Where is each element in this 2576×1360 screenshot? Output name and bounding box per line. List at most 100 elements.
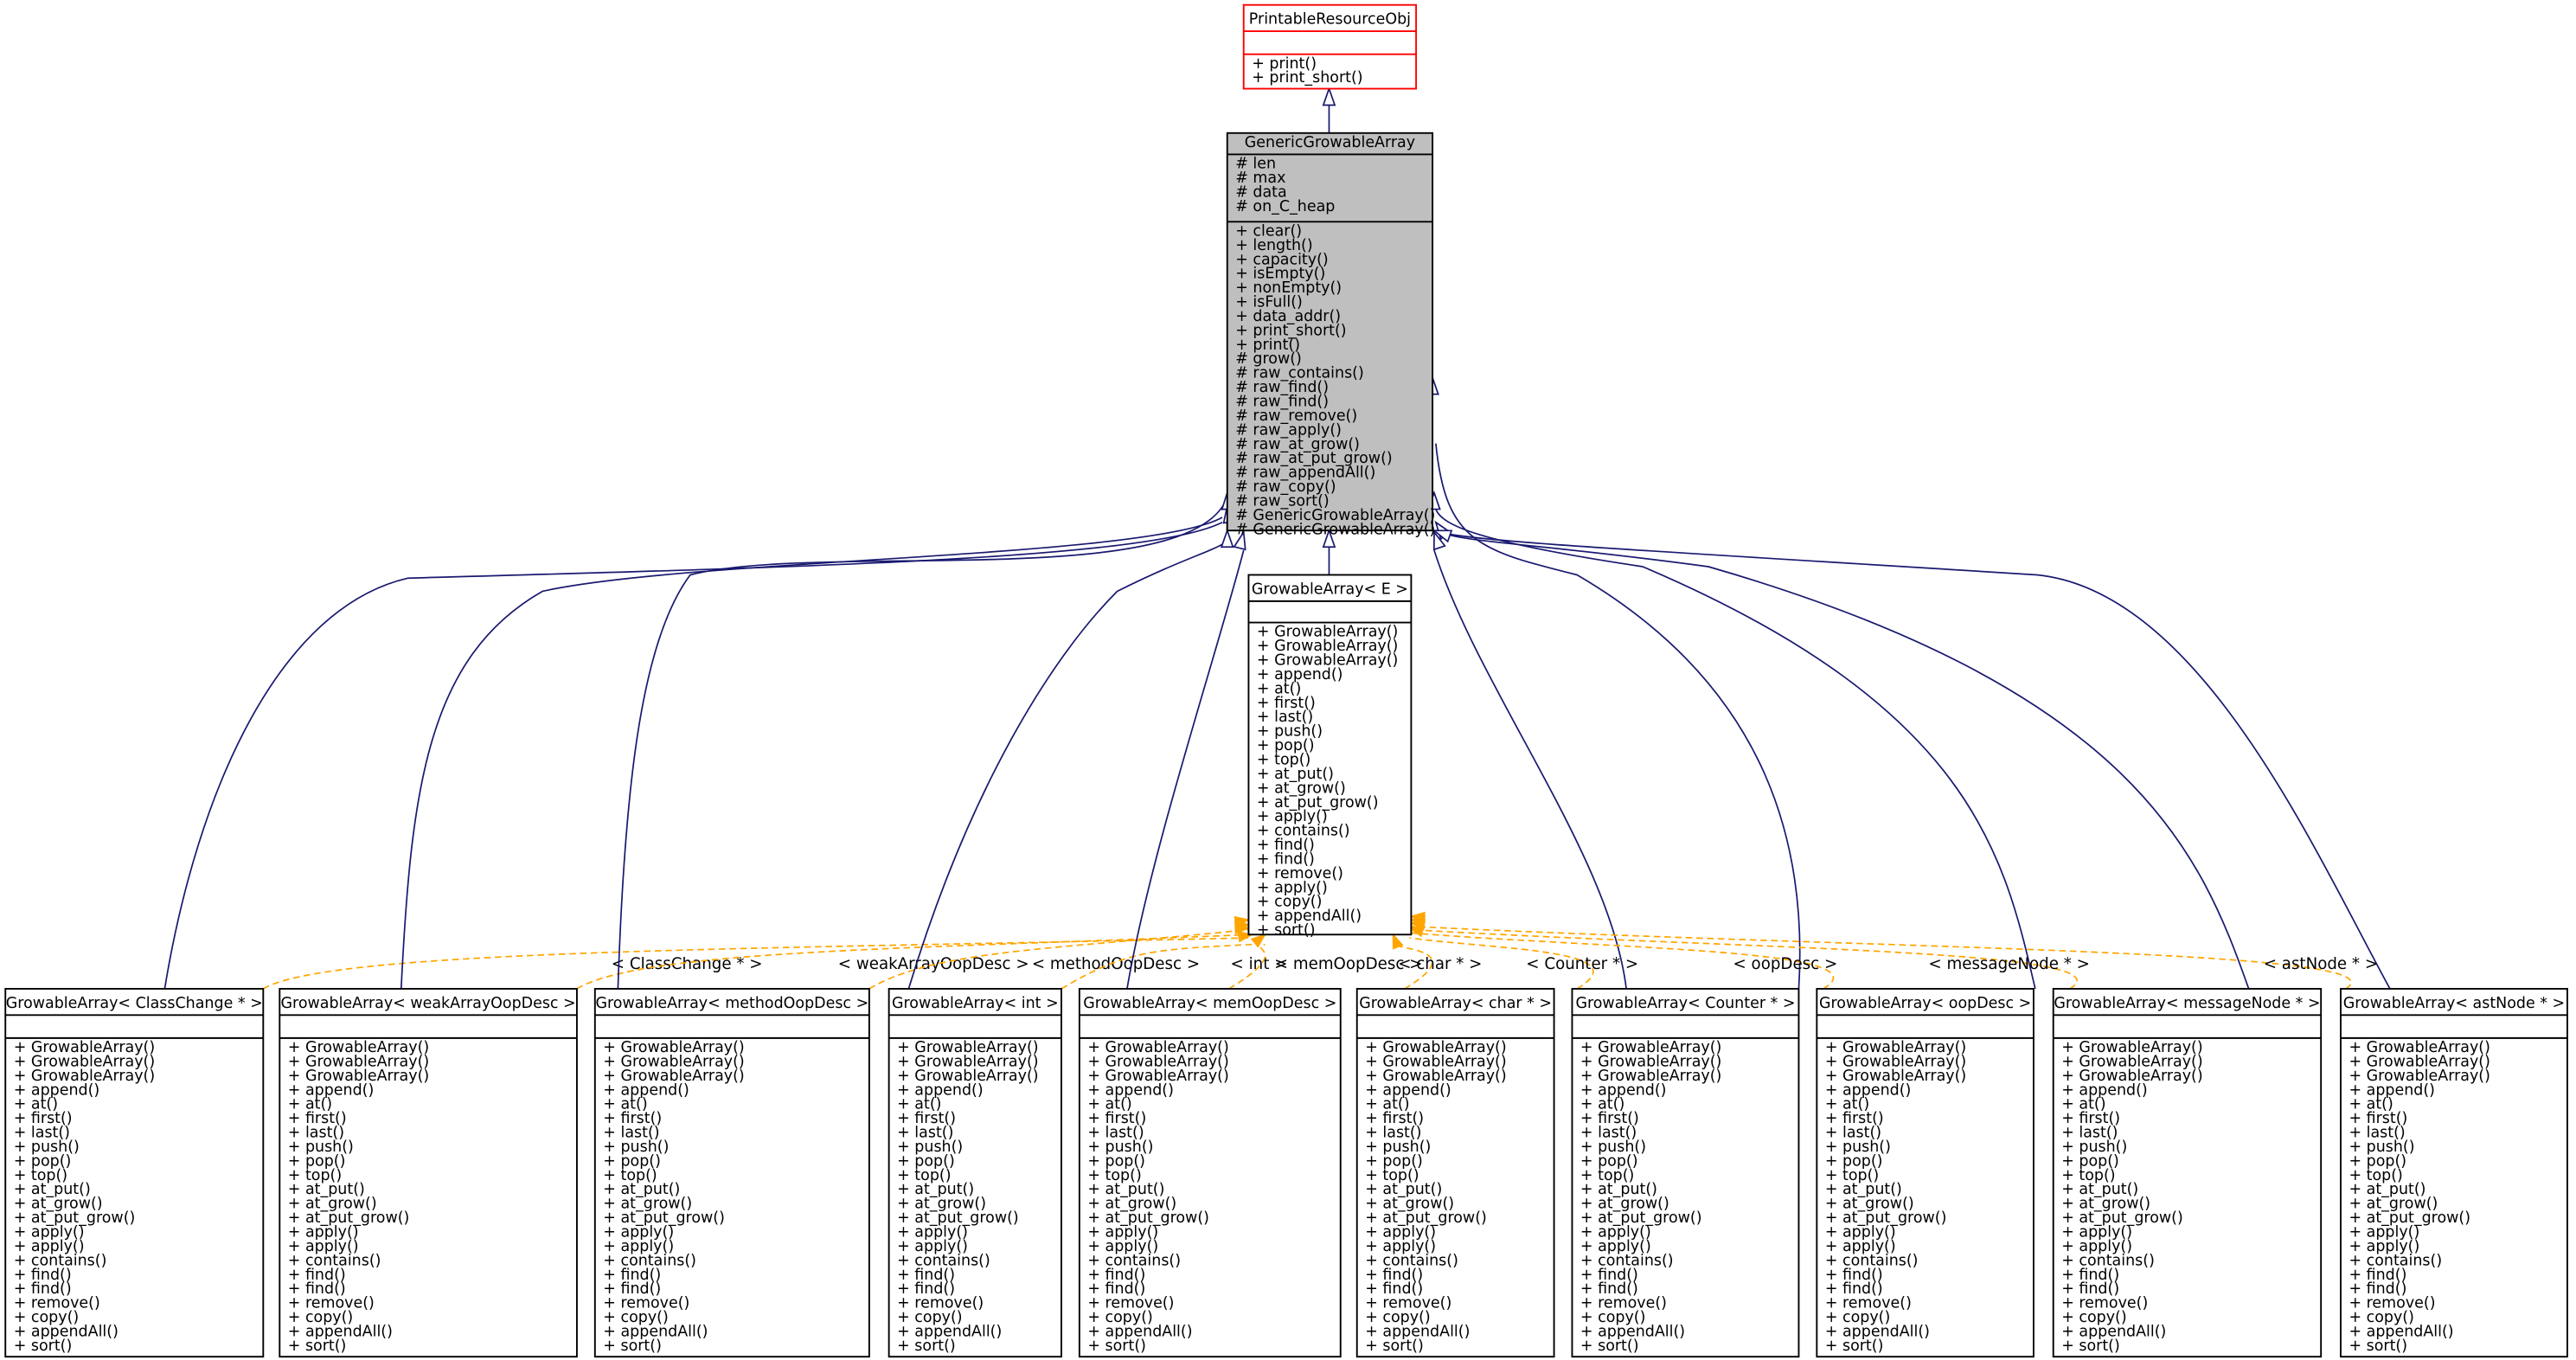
class-method: + GrowableArray() xyxy=(2061,1068,2202,1085)
class-growablearray-methodoopdesc[interactable]: GrowableArray< methodOopDesc > + Growable… xyxy=(593,987,870,1358)
class-method: + at_grow() xyxy=(2349,1196,2438,1213)
class-method: + append() xyxy=(1087,1081,1174,1099)
class-growablearray-counter[interactable]: GrowableArray< Counter * > + GrowableArra… xyxy=(1571,987,1800,1358)
class-method: + top() xyxy=(2349,1167,2402,1184)
template-arrowhead xyxy=(1392,933,1404,950)
template-binding-edge xyxy=(1411,928,2078,990)
class-method: + apply() xyxy=(1087,1224,1158,1241)
class-method: + last() xyxy=(1580,1125,1637,1142)
class-method: + find() xyxy=(2061,1280,2119,1298)
class-method: + first() xyxy=(2349,1110,2407,1127)
class-method: + find() xyxy=(288,1267,346,1284)
class-method: + first() xyxy=(1257,695,1316,712)
class-method: + remove() xyxy=(1087,1295,1174,1312)
class-method: + GrowableArray() xyxy=(1257,652,1398,670)
template-argument-label: < memOopDesc > xyxy=(1275,955,1423,973)
class-method: + at_grow() xyxy=(1087,1196,1176,1213)
class-method: + appendAll() xyxy=(1365,1323,1470,1340)
class-title: GrowableArray< oopDesc > xyxy=(1819,995,2031,1012)
class-method: + GrowableArray() xyxy=(603,1053,744,1070)
inheritance-edge xyxy=(907,541,1227,990)
class-method: + find() xyxy=(1087,1267,1145,1284)
class-method: + at_grow() xyxy=(897,1196,986,1213)
class-method: + pop() xyxy=(1257,737,1315,754)
class-method: + first() xyxy=(288,1110,347,1127)
class-title: GrowableArray< ClassChange * > xyxy=(6,995,263,1012)
class-method: + last() xyxy=(1825,1125,1881,1142)
class-title: GrowableArray< memOopDesc > xyxy=(1083,995,1336,1012)
class-method: + sort() xyxy=(2061,1338,2120,1355)
class-box-frame xyxy=(2340,987,2568,1358)
class-method: + remove() xyxy=(1257,865,1343,882)
class-method: + GrowableArray() xyxy=(14,1053,155,1070)
class-method: + at_put() xyxy=(2349,1181,2425,1198)
template-arrowhead xyxy=(1407,926,1425,938)
template-binding-edge xyxy=(1411,932,1835,990)
class-method: + first() xyxy=(2061,1110,2120,1127)
class-method: + sort() xyxy=(1257,922,1316,940)
class-method: + push() xyxy=(1087,1139,1153,1156)
class-method: + apply() xyxy=(1580,1238,1651,1255)
class-method: + remove() xyxy=(603,1295,689,1312)
class-method: + apply() xyxy=(14,1224,85,1241)
class-title: GrowableArray< methodOopDesc > xyxy=(595,995,868,1012)
class-box-frame xyxy=(888,987,1062,1358)
class-method: + clear() xyxy=(1235,222,1302,240)
class-method: + sort() xyxy=(1087,1338,1146,1355)
class-method: + pop() xyxy=(14,1152,72,1170)
inheritance-arrowhead xyxy=(1432,529,1446,551)
class-growablearray-int[interactable]: GrowableArray< int >+ GrowableArray()+ G… xyxy=(888,987,1062,1358)
class-growablearray-messagenode[interactable]: GrowableArray< messageNode * > + Growable… xyxy=(2052,987,2323,1358)
class-method: + apply() xyxy=(1365,1224,1436,1241)
class-growablearray-weakarrayoopdesc[interactable]: GrowableArray< weakArrayOopDesc > + Growa… xyxy=(279,987,578,1358)
class-method: + apply() xyxy=(1825,1238,1896,1255)
class-title: GrowableArray< astNode * > xyxy=(2343,995,2565,1012)
class-method: + sort() xyxy=(603,1338,662,1355)
class-method: + last() xyxy=(2349,1125,2405,1142)
class-method: + isEmpty() xyxy=(1235,266,1325,283)
class-attribute: # on_C_heap xyxy=(1235,198,1335,215)
class-method: + apply() xyxy=(2061,1238,2132,1255)
class-method: # raw_apply() xyxy=(1235,421,1342,439)
class-method: + last() xyxy=(14,1125,70,1142)
class-method: # raw_find() xyxy=(1235,379,1329,396)
class-growablearray-classchange[interactable]: GrowableArray< ClassChange * > + Growable… xyxy=(4,987,265,1358)
class-method: + find() xyxy=(1825,1280,1883,1298)
class-method: + copy() xyxy=(1825,1309,1890,1326)
inheritance-arrowhead xyxy=(1233,529,1246,551)
class-method: + GrowableArray() xyxy=(288,1068,429,1085)
class-growable-array-template[interactable]: GrowableArray< E >+ GrowableArray()+ Gro… xyxy=(1247,574,1413,940)
class-growablearray-char[interactable]: GrowableArray< char * > + GrowableArray()… xyxy=(1355,987,1555,1358)
class-method: + GrowableArray() xyxy=(2061,1039,2202,1056)
class-method: + copy() xyxy=(2349,1309,2413,1326)
class-title: GrowableArray< messageNode * > xyxy=(2054,995,2320,1012)
class-method: + sort() xyxy=(1580,1338,1639,1355)
class-method: + isFull() xyxy=(1235,294,1303,311)
class-method: # raw_find() xyxy=(1235,394,1329,411)
class-method: + at_put() xyxy=(603,1181,680,1198)
class-method: + pop() xyxy=(1087,1152,1145,1170)
class-method: # raw_appendAll() xyxy=(1235,465,1375,482)
class-method: + push() xyxy=(2061,1139,2127,1156)
class-method: + copy() xyxy=(288,1309,353,1326)
class-growablearray-astnode[interactable]: GrowableArray< astNode * > + GrowableArra… xyxy=(2340,987,2568,1358)
class-method: # raw_contains() xyxy=(1235,365,1364,382)
class-growablearray-oopdesc[interactable]: GrowableArray< oopDesc > + GrowableArray(… xyxy=(1816,987,2035,1358)
class-generic-growable-array[interactable]: GenericGrowableArray # len# max# data# on… xyxy=(1226,132,1436,539)
class-method: + appendAll() xyxy=(603,1323,708,1340)
class-method: + apply() xyxy=(288,1238,359,1255)
class-method: + at_put_grow() xyxy=(2061,1209,2183,1227)
class-method: + GrowableArray() xyxy=(1825,1068,1966,1085)
template-arrowhead xyxy=(1234,915,1251,928)
class-method: + at() xyxy=(603,1096,647,1113)
class-method: + GrowableArray() xyxy=(1365,1068,1506,1085)
class-printable-resource-obj[interactable]: PrintableResourceObj + print()+ print_sho… xyxy=(1242,3,1418,90)
class-method: + apply() xyxy=(1257,808,1328,825)
class-method: + pop() xyxy=(603,1152,661,1170)
class-method: + copy() xyxy=(1257,894,1322,911)
class-method: + at() xyxy=(1825,1096,1869,1113)
class-method: + find() xyxy=(2349,1267,2406,1284)
class-growablearray-memoopdesc[interactable]: GrowableArray< memOopDesc > + GrowableArr… xyxy=(1078,987,1342,1358)
class-box-frame xyxy=(1226,132,1434,532)
inheritance-arrowhead xyxy=(1322,86,1336,106)
